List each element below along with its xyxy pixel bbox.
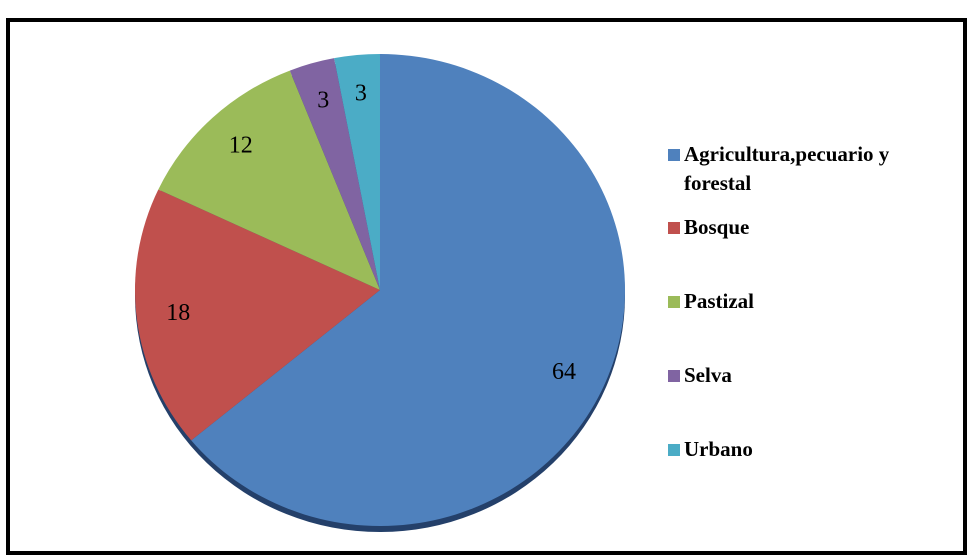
legend-swatch: [668, 370, 680, 382]
legend-label: Pastizal: [684, 289, 754, 313]
pie-slice: [135, 189, 380, 441]
pie-slice: [158, 70, 380, 290]
legend-swatch: [668, 296, 680, 308]
data-label: 18: [166, 300, 190, 326]
legend-label: Urbano: [684, 437, 753, 461]
chart: 64 18 12 3 3: [135, 54, 625, 532]
legend-swatch: [668, 444, 680, 456]
data-label: 3: [317, 87, 329, 113]
pie-slice: [289, 58, 380, 291]
data-label: 3: [355, 80, 367, 106]
legend-label: Selva: [684, 363, 732, 387]
legend-item: Agricultura,pecuario y forestal: [668, 140, 954, 198]
legend-label: Agricultura,pecuario y forestal: [684, 142, 890, 195]
legend-swatch: [668, 149, 680, 161]
pie-slice: [334, 54, 380, 290]
data-label: 12: [229, 133, 253, 159]
legend-item: Bosque: [668, 213, 954, 242]
legend-swatch: [668, 222, 680, 234]
legend-item: Urbano: [668, 435, 954, 464]
legend: Agricultura,pecuario y forestal Bosque Pas…: [668, 140, 963, 509]
pie-slice: [191, 54, 625, 526]
chart-frame: 64 18 12 3 3 Agricultura,pecuario y forestal…: [6, 18, 967, 555]
legend-item: Pastizal: [668, 287, 954, 316]
data-label: 64: [552, 359, 576, 385]
legend-item: Selva: [668, 361, 954, 390]
legend-label: Bosque: [684, 215, 750, 239]
